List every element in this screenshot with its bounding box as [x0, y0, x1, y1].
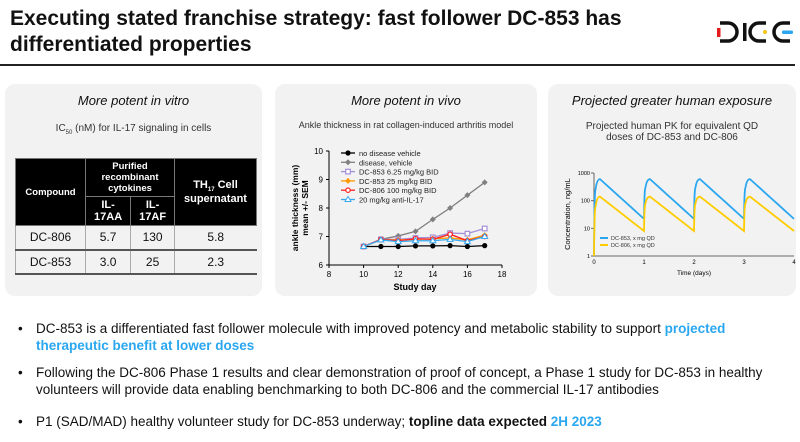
data-point	[447, 205, 454, 211]
data-point	[480, 232, 489, 239]
data-point	[429, 216, 436, 223]
data-point	[378, 243, 384, 250]
slide-title: Executing stated franchise strategy: fas…	[10, 7, 622, 56]
legend-label: DC-853 25 mg/kg BID	[359, 177, 433, 186]
bullet-1: • DC-853 is a differentiated fast followe…	[18, 321, 726, 353]
data-point	[412, 243, 419, 249]
title-divider	[0, 64, 795, 66]
legend-label: 20 mg/kg anti-IL-17	[359, 196, 424, 205]
dice-logo	[717, 21, 793, 43]
data-point	[463, 237, 472, 245]
x-tick-label: 2	[692, 260, 696, 266]
panel-exposure: Projected greater human exposure Project…	[548, 84, 796, 296]
data-point	[464, 243, 470, 250]
y-tick-label: 100	[581, 199, 590, 205]
data-point	[464, 192, 471, 199]
data-point	[411, 236, 420, 244]
legend-label: DC-806, x mg QD	[611, 243, 655, 249]
x-tick-label: 3	[742, 260, 746, 266]
pk-curve	[593, 195, 795, 257]
panel-heading: More potent in vivo	[351, 93, 461, 108]
table-row: DC-806 5.7 130 5.8	[15, 225, 257, 251]
legend-label: DC-853 6.25 mg/kg BID	[359, 168, 439, 177]
ic50-table: Compound Purified recombinant cytokines TH…	[15, 158, 258, 275]
panel-in-vivo: More potent in vivo Ankle thickness in r…	[275, 84, 537, 296]
y-tick-label: 6	[319, 261, 324, 270]
x-tick-label: 8	[327, 270, 332, 279]
data-point	[446, 235, 454, 242]
legend-label: DC-853, x mg QD	[611, 236, 655, 242]
data-point	[412, 228, 419, 235]
panel-subtitle: IC50 (nM) for IL-17 signaling in cells	[55, 123, 212, 136]
bullet-3: • P1 (SAD/MAD) healthy volunteer study fo…	[18, 414, 602, 429]
pk-curve	[593, 178, 795, 257]
x-axis-label: Time (days)	[677, 270, 711, 277]
x-tick-label: 4	[792, 260, 796, 266]
legend-marker	[344, 195, 352, 202]
y-tick-label: 1	[587, 254, 590, 260]
y-tick-label: 8	[319, 204, 324, 213]
data-point	[447, 243, 453, 249]
legend-marker	[345, 177, 351, 184]
y-tick-label: 9	[319, 176, 324, 185]
panel-heading: More potent in vitro	[77, 93, 190, 108]
series-line	[363, 235, 485, 248]
x-tick-label: 10	[359, 270, 368, 279]
data-point	[395, 243, 401, 250]
data-point	[428, 236, 437, 244]
legend-marker	[345, 187, 351, 194]
y-axis-label: Concentration, ng/mL	[563, 178, 572, 250]
y-axis-label: ankle thickness (mm)	[290, 165, 300, 252]
y-tick-label: 10	[584, 226, 590, 232]
data-point	[394, 237, 403, 245]
y-axis-label: mean +/- SEM	[300, 180, 310, 236]
x-tick-label: 12	[394, 270, 403, 279]
x-tick-label: 16	[463, 270, 472, 279]
legend-marker	[345, 159, 351, 166]
table-row: DC-853 3.0 25 2.3	[15, 249, 257, 275]
x-axis-label: Study day	[393, 282, 436, 292]
panel-subtitle: Projected human PK for equivalent QD dos…	[585, 121, 759, 143]
data-point	[359, 242, 368, 249]
data-point	[430, 243, 436, 249]
legend-marker	[345, 150, 351, 156]
data-point	[464, 230, 471, 237]
data-point	[482, 243, 488, 249]
y-tick-label: 10	[314, 147, 323, 156]
panel-heading: Projected greater human exposure	[571, 93, 773, 108]
panel-subtitle: Ankle thickness in rat collagen-induced …	[298, 120, 514, 130]
legend-label: no disease vehicle	[359, 149, 421, 158]
x-tick-label: 14	[428, 270, 437, 279]
data-point	[481, 179, 488, 186]
legend-label: DC-806 100 mg/kg BID	[359, 186, 437, 195]
data-point	[481, 225, 488, 232]
x-tick-label: 18	[498, 270, 507, 279]
legend-label: disease, vehicle	[359, 158, 412, 167]
series-line	[363, 244, 485, 248]
data-point	[377, 235, 385, 243]
bullet-2: • Following the DC-806 Phase 1 results an…	[18, 365, 763, 397]
panel-in-vitro: More potent in vitro IC50 (nM) for IL-17…	[5, 84, 262, 296]
y-tick-label: 7	[319, 233, 324, 242]
y-tick-label: 1000	[578, 171, 590, 177]
x-tick-label: 1	[642, 260, 646, 266]
legend-marker	[345, 168, 351, 175]
x-tick-label: 0	[592, 260, 596, 266]
